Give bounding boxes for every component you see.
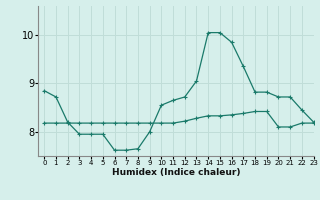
X-axis label: Humidex (Indice chaleur): Humidex (Indice chaleur) bbox=[112, 168, 240, 177]
